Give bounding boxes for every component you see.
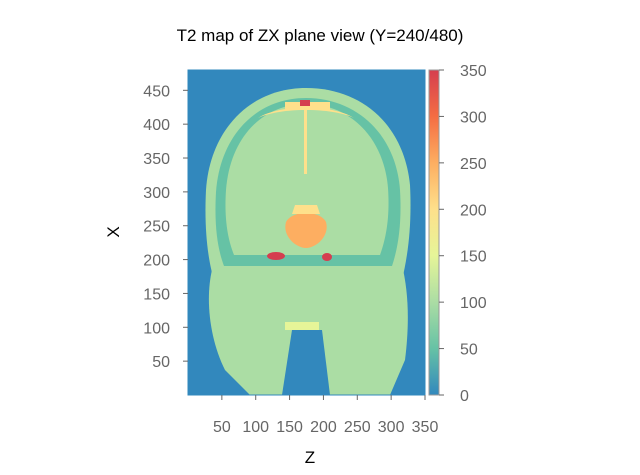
colorbar-tick-label: 300 <box>460 109 487 126</box>
colorbar-tick-label: 350 <box>460 63 487 80</box>
region-brain <box>225 104 389 255</box>
y-tick-label: 100 <box>143 320 170 337</box>
y-tick-label: 150 <box>143 286 170 303</box>
colorbar-tick-label: 50 <box>460 342 478 359</box>
colorbar-tick-label: 200 <box>460 202 487 219</box>
x-tick-label: 300 <box>378 419 405 436</box>
colorbar-tick-label: 0 <box>460 388 469 405</box>
x-axis-ticks: 50 100 150 200 250 300 350 <box>213 395 438 436</box>
colorbar-tick-label: 150 <box>460 249 487 266</box>
x-tick-label: 100 <box>242 419 269 436</box>
x-tick-label: 200 <box>310 419 337 436</box>
chart-title: T2 map of ZX plane view (Y=240/480) <box>176 26 464 45</box>
region-ventricles-upper <box>292 205 320 214</box>
colorbar-tick-label: 100 <box>460 295 487 312</box>
region-vessels-left <box>267 252 285 260</box>
y-tick-label: 400 <box>143 117 170 134</box>
y-tick-label: 50 <box>152 354 170 371</box>
y-tick-label: 200 <box>143 253 170 270</box>
region-ventricles <box>285 213 327 248</box>
y-tick-label: 300 <box>143 185 170 202</box>
y-tick-label: 350 <box>143 151 170 168</box>
region-fissure <box>304 104 307 174</box>
x-tick-label: 150 <box>276 419 303 436</box>
region-vessels-top <box>300 100 310 106</box>
colorbar-ticks: 0 50 100 150 200 250 300 350 <box>439 63 487 405</box>
x-axis-label: Z <box>304 448 316 467</box>
region-airway <box>282 330 330 395</box>
plot-frame <box>187 69 426 396</box>
region-csf <box>258 107 354 118</box>
x-tick-label: 350 <box>412 419 439 436</box>
colorbar <box>428 69 440 396</box>
colorbar-tick-label: 250 <box>460 156 487 173</box>
y-axis-ticks: 50 100 150 200 250 300 350 400 450 <box>143 83 188 371</box>
y-tick-label: 250 <box>143 219 170 236</box>
region-vessels-right <box>322 253 332 261</box>
x-tick-label: 50 <box>213 419 231 436</box>
y-tick-label: 450 <box>143 83 170 100</box>
region-airway-strip <box>285 322 319 330</box>
x-tick-label: 250 <box>344 419 371 436</box>
heatmap-image <box>188 70 425 395</box>
